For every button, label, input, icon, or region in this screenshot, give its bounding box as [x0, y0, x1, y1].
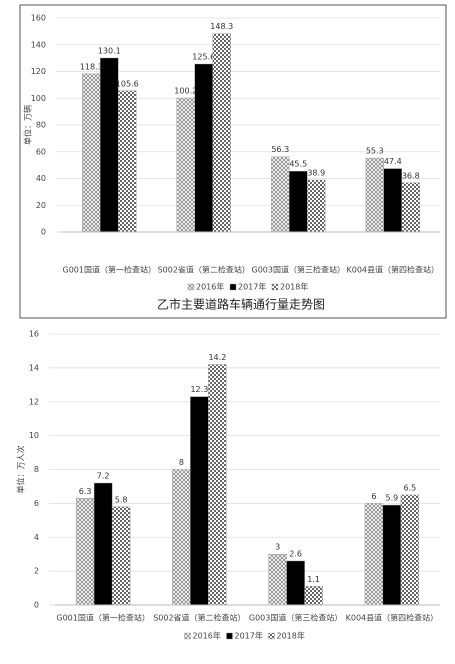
value-label: 125.6	[192, 53, 215, 62]
value-label: 47.4	[384, 157, 402, 166]
value-label: 55.3	[366, 147, 384, 156]
value-label: 8	[179, 458, 184, 467]
value-label: 56.3	[271, 145, 289, 154]
y-tick-label: 20	[36, 201, 46, 210]
y-tick-label: 6	[34, 499, 39, 508]
bar	[383, 168, 402, 233]
legend-label: 2016年	[196, 282, 224, 292]
x-tick-label: G001国道（第一检查站）	[63, 265, 156, 275]
bar	[208, 364, 227, 606]
y-tick-label: 60	[36, 147, 46, 156]
bar	[307, 179, 326, 233]
x-tick-label: S002省道（第二检查站）	[158, 265, 250, 275]
bar	[118, 90, 137, 233]
value-label: 38.9	[307, 168, 325, 177]
bar	[190, 396, 209, 606]
y-tick-label: 80	[36, 121, 46, 130]
legend-label: 2018年	[280, 282, 308, 292]
value-label: 148.3	[210, 22, 233, 31]
value-label: 2.6	[289, 549, 302, 558]
y-tick-label: 100	[31, 94, 46, 103]
y-axis-label: 单位：万人次	[16, 446, 26, 494]
y-tick-label: 0	[34, 601, 39, 610]
value-label: 3	[275, 543, 280, 552]
y-tick-label: 10	[29, 431, 39, 440]
bar	[365, 157, 384, 233]
bar	[212, 33, 231, 233]
bar	[93, 482, 113, 606]
y-tick-label: 40	[36, 174, 46, 183]
y-tick-label: 14	[29, 363, 39, 372]
bar	[304, 586, 323, 606]
legend-swatch	[268, 632, 275, 640]
chart-frame	[19, 4, 447, 319]
value-label: 12.3	[190, 385, 208, 394]
y-tick-label: 160	[31, 14, 46, 23]
x-tick-label: K004县道（第四检查站）	[346, 265, 439, 275]
x-tick-label: S002省道（第二检查站）	[153, 613, 245, 623]
value-label: 5.9	[386, 494, 399, 503]
value-label: 45.5	[289, 160, 307, 169]
x-tick-label: G003国道（第三检查站）	[252, 265, 345, 275]
y-axis-label: 单位：万辆	[23, 105, 33, 145]
bar	[176, 97, 195, 233]
y-tick-label: 140	[31, 40, 46, 49]
bar	[401, 182, 420, 233]
value-label: 130.1	[98, 46, 121, 55]
y-tick-label: 16	[29, 330, 39, 339]
value-label: 105.6	[116, 79, 139, 88]
chart-title: 乙市主要道路车辆通行量走势图	[157, 297, 325, 312]
legend-label: 2017年	[235, 631, 263, 641]
bar	[400, 494, 420, 606]
bar	[286, 560, 305, 606]
bar	[289, 170, 308, 233]
bar	[271, 156, 290, 233]
bar	[75, 498, 95, 606]
y-tick-label: 0	[41, 228, 46, 237]
value-label: 6.3	[79, 487, 92, 496]
value-label: 36.8	[402, 171, 420, 180]
bar	[382, 504, 402, 606]
bar	[364, 503, 384, 606]
y-tick-label: 120	[31, 67, 46, 76]
x-tick-label: K004县道（第四检查站）	[346, 613, 439, 623]
value-label: 7.2	[97, 472, 110, 481]
bar	[111, 506, 131, 606]
value-label: 1.1	[307, 575, 320, 584]
legend-swatch	[229, 283, 237, 291]
legend-swatch	[184, 632, 191, 640]
x-tick-label: G003国道（第三检查站）	[249, 613, 342, 623]
value-label: 5.8	[115, 495, 128, 504]
legend-label: 2016年	[193, 631, 221, 641]
value-label: 118.3	[80, 62, 103, 71]
legend-swatch	[226, 632, 233, 640]
y-tick-label: 12	[29, 397, 39, 406]
x-tick-label: G001国道（第一检查站）	[56, 613, 149, 623]
bar	[194, 63, 213, 233]
value-label: 14.2	[208, 353, 226, 362]
bar	[82, 73, 101, 233]
legend-label: 2018年	[277, 631, 305, 641]
legend-swatch	[271, 283, 279, 291]
y-tick-label: 2	[34, 567, 39, 576]
bar	[172, 469, 191, 606]
legend-swatch	[187, 283, 195, 291]
value-label: 6	[371, 492, 376, 501]
bar	[268, 553, 287, 606]
value-label: 6.5	[404, 483, 417, 492]
y-tick-label: 4	[34, 533, 39, 542]
y-tick-label: 8	[34, 465, 39, 474]
value-label: 100.2	[174, 86, 197, 95]
legend-label: 2017年	[238, 282, 266, 292]
